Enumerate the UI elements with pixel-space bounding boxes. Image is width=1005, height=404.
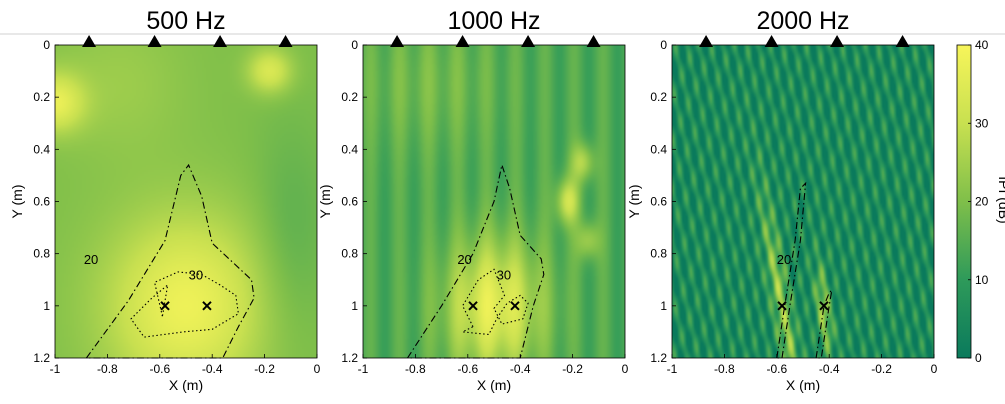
y-tick-label: 1 <box>43 299 50 313</box>
x-tick-label: -0.4 <box>202 362 223 376</box>
x-tick-label: -1 <box>667 362 678 376</box>
colorbar-ticks: 0 10 20 30 40 <box>968 38 989 365</box>
x-tick-label: -0.6 <box>457 362 478 376</box>
x-tick-label: 0 <box>622 362 629 376</box>
y-tick-label: 0.4 <box>650 142 667 156</box>
y-tick-label: 0 <box>43 38 50 52</box>
x-tick-label: -0.2 <box>562 362 583 376</box>
x-axis-label: X (m) <box>786 377 820 393</box>
y-tick-label: 1 <box>351 299 358 313</box>
y-tick-label: 0.2 <box>33 90 50 104</box>
y-tick-label: 1.2 <box>33 351 50 365</box>
y-axis-label: Y (m) <box>9 185 25 219</box>
target-marker <box>510 301 520 311</box>
panel-1: 20 30 -1 -0.8 -0.6 -0.4 -0.2 0 0 0.2 0.4 0.6 0.8 1 1.2… <box>9 7 321 393</box>
source-marker <box>213 35 228 47</box>
target-marker <box>777 301 787 311</box>
heatmap-1 <box>55 45 317 358</box>
y-tick-label: 0.8 <box>33 247 50 261</box>
y-tick-label: 0.8 <box>341 247 358 261</box>
contour-20-1 <box>406 162 545 359</box>
source-marker <box>830 35 845 47</box>
source-marker <box>390 35 405 47</box>
y-tick-label: 1.2 <box>650 351 667 365</box>
y-tick-label: 1.2 <box>341 351 358 365</box>
source-marker <box>764 35 779 47</box>
contour-30-2 <box>460 268 529 336</box>
x-axis-label: X (m) <box>477 377 511 393</box>
colorbar-tick-label: 30 <box>975 116 989 130</box>
contour-20-1 <box>85 163 255 359</box>
y-tick-label: 0.8 <box>650 247 667 261</box>
x-tick-label: -0.4 <box>510 362 531 376</box>
source-marker <box>586 35 601 47</box>
contour-30-2 <box>130 271 239 338</box>
contour-label: 20 <box>84 252 98 267</box>
target-marker <box>819 301 829 311</box>
panels: 20 30 -1 -0.8 -0.6 -0.4 -0.2 0 0 0.2 0.4 0.6 0.8 1 1.2… <box>9 7 938 393</box>
x-tick-label: -0.6 <box>766 362 787 376</box>
contour-label: 30 <box>497 268 511 283</box>
source-marker <box>82 35 97 47</box>
x-tick-label: -0.4 <box>819 362 840 376</box>
heatmap-3 <box>672 45 934 358</box>
y-tick-label: 0.2 <box>650 90 667 104</box>
contour-label: 20 <box>777 252 791 267</box>
x-tick-label: 0 <box>314 362 321 376</box>
colorbar-tick-label: 20 <box>975 195 989 209</box>
y-tick-label: 1 <box>660 299 667 313</box>
x-axis-label: X (m) <box>169 377 203 393</box>
source-marker <box>455 35 470 47</box>
colorbar: 0 10 20 30 40 IPI (dB) <box>956 38 1005 365</box>
x-tick-label: -1 <box>358 362 369 376</box>
colorbar-tick-label: 10 <box>975 273 989 287</box>
source-marker <box>521 35 536 47</box>
y-tick-label: 0.4 <box>33 142 50 156</box>
y-tick-label: 0 <box>660 38 667 52</box>
y-axis-label: Y (m) <box>317 185 333 219</box>
x-tick-label: -0.8 <box>714 362 735 376</box>
y-tick-label: 0.6 <box>650 195 667 209</box>
contour-20-1 <box>776 181 807 359</box>
target-marker <box>468 301 478 311</box>
y-tick-label: 0.4 <box>341 142 358 156</box>
panel-title: 1000 Hz <box>447 7 540 35</box>
x-tick-label: -1 <box>50 362 61 376</box>
panel-title: 2000 Hz <box>756 7 849 35</box>
y-axis-label: Y (m) <box>626 185 642 219</box>
y-tick-label: 0.2 <box>341 90 358 104</box>
x-tick-label: 0 <box>931 362 938 376</box>
x-tick-label: -0.6 <box>149 362 170 376</box>
x-tick-label: -0.2 <box>871 362 892 376</box>
source-marker <box>699 35 714 47</box>
colorbar-label: IPI (dB) <box>996 176 1005 223</box>
y-tick-label: 0.6 <box>33 195 50 209</box>
colorbar-tick-label: 40 <box>975 38 989 52</box>
contour-label: 20 <box>457 252 471 267</box>
source-marker <box>895 35 910 47</box>
y-tick-label: 0 <box>351 38 358 52</box>
source-marker <box>147 35 162 47</box>
y-tick-label: 0.6 <box>341 195 358 209</box>
x-tick-label: -0.8 <box>405 362 426 376</box>
x-tick-label: -0.2 <box>254 362 275 376</box>
x-tick-label: -0.8 <box>97 362 118 376</box>
target-marker <box>160 301 170 311</box>
contour-label: 30 <box>189 268 203 283</box>
panel-title: 500 Hz <box>146 7 225 35</box>
target-marker <box>202 301 212 311</box>
panel-3: 20 -1 -0.8 -0.6 -0.4 -0.2 0 0 0.2 0.4 0.6 0.8 1 1.2 20… <box>626 7 938 393</box>
source-marker <box>278 35 293 47</box>
panel-2: 20 30 -1 -0.8 -0.6 -0.4 -0.2 0 0 0.2 0.4 0.6 0.8 1 1.2… <box>317 7 629 393</box>
colorbar-tick-label: 0 <box>975 351 982 365</box>
